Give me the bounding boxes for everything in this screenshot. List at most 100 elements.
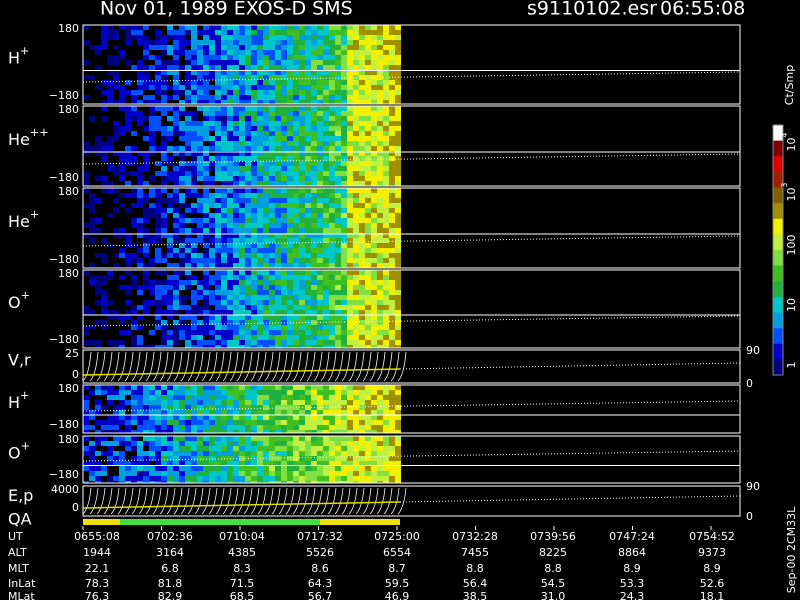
spectrogram-cell	[89, 208, 95, 213]
spectrogram-cell	[167, 253, 173, 258]
spectrogram-cell	[167, 330, 173, 335]
spectrogram-cell	[269, 425, 275, 430]
spectrogram-cell	[167, 275, 173, 280]
spectrogram-cell	[203, 45, 209, 50]
spectrogram-cell	[377, 325, 383, 330]
spectrogram-cell	[347, 248, 353, 253]
spectrogram-cell	[263, 151, 269, 156]
spectrogram-cell	[161, 75, 167, 80]
spectrogram-cell	[269, 75, 275, 80]
spectrogram-cell	[191, 90, 197, 95]
spectrogram-cell	[131, 275, 137, 280]
spectrogram-cell	[293, 35, 299, 40]
spectrogram-cell	[365, 436, 371, 441]
spectrogram-cell	[299, 151, 305, 156]
spectrogram-cell	[215, 85, 221, 90]
spectrogram-cell	[353, 335, 359, 340]
spectrogram-cell	[293, 85, 299, 90]
spectrogram-cell	[221, 141, 227, 146]
spectrogram-cell	[287, 425, 293, 430]
spectrogram-cell	[245, 136, 251, 141]
spectrogram-cell	[227, 30, 233, 35]
spectrogram-cell	[191, 476, 197, 481]
spectrogram-cell	[227, 70, 233, 75]
spectrogram-cell	[311, 55, 317, 60]
spectrogram-cell	[233, 310, 239, 315]
spectrogram-cell	[257, 290, 263, 295]
spectrogram-cell	[131, 481, 137, 483]
spectrogram-cell	[209, 325, 215, 330]
spectrogram-cell	[173, 60, 179, 65]
spectrogram-cell	[269, 335, 275, 340]
colorbar-unit: Ct/Smp	[783, 65, 796, 105]
spectrogram-cell	[203, 385, 209, 390]
spectrogram-cell	[203, 420, 209, 425]
spectrogram-cell	[341, 35, 347, 40]
spectrogram-cell	[269, 116, 275, 121]
spectrogram-cell	[173, 181, 179, 186]
spectrogram-cell	[287, 193, 293, 198]
spectrogram-cell	[209, 471, 215, 476]
panel-label: H+	[8, 389, 29, 412]
spectrogram-cell	[371, 141, 377, 146]
spectrogram-cell	[311, 451, 317, 456]
spectrogram-cell	[125, 60, 131, 65]
spectrogram-cell	[215, 131, 221, 136]
spectrogram-cell	[119, 405, 125, 410]
spectrogram-cell	[341, 233, 347, 238]
spectrogram-cell	[293, 60, 299, 65]
spectrogram-cell	[83, 420, 89, 425]
cell: 0725:00	[374, 530, 420, 543]
spectrogram-cell	[161, 131, 167, 136]
spectrogram-cell	[239, 270, 245, 275]
spectrogram-cell	[323, 75, 329, 80]
spectrogram-cell	[185, 141, 191, 146]
spectrogram-cell	[173, 70, 179, 75]
spectrogram-cell	[365, 131, 371, 136]
spectrogram-cell	[143, 65, 149, 70]
spectrogram-cell	[365, 218, 371, 223]
spectrogram-cell	[287, 300, 293, 305]
spectrogram-cell	[191, 395, 197, 400]
spectrogram-cell	[203, 415, 209, 420]
spectrogram-cell	[311, 395, 317, 400]
spectrogram-cell	[167, 415, 173, 420]
spectrogram-cell	[113, 208, 119, 213]
spectrogram-cell	[269, 203, 275, 208]
spectrogram-cell	[263, 420, 269, 425]
spectrogram-cell	[383, 151, 389, 156]
spectrogram-cell	[209, 310, 215, 315]
spectrogram-cell	[293, 280, 299, 285]
spectrogram-cell	[323, 395, 329, 400]
spectrogram-cell	[191, 385, 197, 390]
spectrogram-cell	[365, 476, 371, 481]
spectrogram-cell	[395, 425, 401, 430]
spectrogram-cell	[143, 456, 149, 461]
spectrogram-cell	[293, 161, 299, 166]
spectrogram-cell	[89, 218, 95, 223]
spectrogram-cell	[203, 156, 209, 161]
spectrogram-cell	[101, 35, 107, 40]
spectrogram-cell	[83, 425, 89, 430]
spectrogram-cell	[233, 100, 239, 104]
spectrogram-cell	[167, 116, 173, 121]
spectrogram-cell	[263, 106, 269, 111]
spectrogram-cell	[119, 420, 125, 425]
panel-bg	[83, 350, 740, 383]
spectrogram-cell	[395, 90, 401, 95]
spectrogram-cell	[305, 55, 311, 60]
spectrogram-cell	[197, 131, 203, 136]
spectrogram-cell	[257, 85, 263, 90]
panel-label-base: H	[8, 48, 20, 67]
spectrogram-cell	[245, 70, 251, 75]
spectrogram-cell	[131, 146, 137, 151]
spectrogram-cell	[365, 111, 371, 116]
spectrogram-cell	[215, 218, 221, 223]
spectrogram-cell	[287, 233, 293, 238]
spectrogram-cell	[347, 315, 353, 320]
cell: 46.9	[385, 590, 410, 600]
spectrogram-cell	[131, 466, 137, 471]
colorbar-label-base: 1	[785, 362, 798, 369]
spectrogram-cell	[185, 275, 191, 280]
